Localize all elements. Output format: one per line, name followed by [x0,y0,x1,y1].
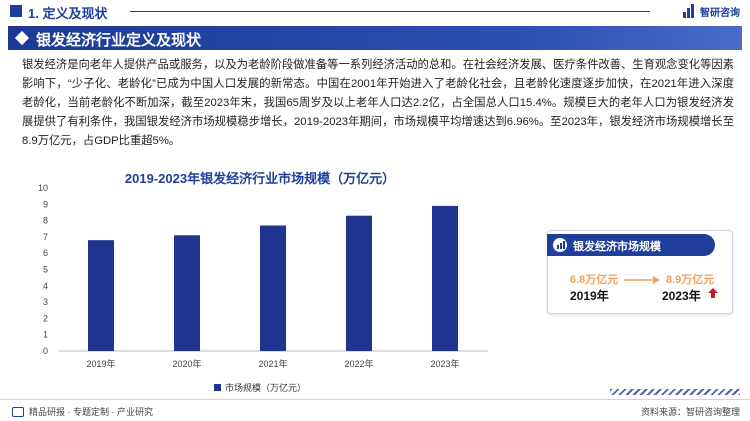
from-year: 2019年 [570,289,609,303]
page-banner: 银发经济行业定义及现状 [8,26,742,50]
header-divider [130,11,650,12]
x-tick-label: 2019年 [86,358,115,369]
card-header: 银发经济市场规模 [547,234,715,256]
y-tick-label: 4 [43,281,48,291]
legend-label: 市场规模（万亿元） [225,383,307,393]
section-square-icon [10,5,22,17]
footer-divider [0,399,750,400]
bar-chart: 0 1 2 3 4 5 6 7 8 9 10 2019年 2020年 2021年 2022年 2023年 [38,183,488,369]
y-tick-label: 6 [43,248,48,258]
bar-2021年 [260,225,286,351]
y-tick-label: 9 [43,199,48,209]
diamond-icon [14,30,30,46]
to-year: 2023年 [662,289,701,303]
decorative-hatch [610,389,740,395]
chart-icon [553,238,567,252]
y-tick-label: 8 [43,216,48,226]
top-bar: 1. 定义及现状 智研咨询 [0,0,750,22]
market-size-card: 银发经济市场规模 6.8万亿元 2019年 8.9万亿元 2023年 [547,230,733,314]
report-icon [12,406,24,417]
up-arrow-icon [708,288,718,298]
x-tick-label: 2021年 [258,358,287,369]
bar-2020年 [174,235,200,351]
from-value: 6.8万亿元 [570,274,619,286]
page-title: 银发经济行业定义及现状 [36,32,202,49]
chart-legend: 市场规模（万亿元） [214,381,306,394]
bar-2019年 [88,240,114,351]
bar-2023年 [432,205,458,351]
y-tick-label: 2 [43,313,48,323]
y-tick-label: 10 [38,183,48,193]
bar-2022年 [346,215,372,351]
y-tick-label: 7 [43,232,48,242]
y-tick-label: 0 [43,346,48,356]
x-tick-label: 2023年 [430,358,459,369]
chart-title: 2019-2023年银发经济行业市场规模（万亿元） [124,171,396,186]
card-title: 银发经济市场规模 [573,241,661,253]
section-title: 1. 定义及现状 [28,6,108,21]
y-tick-label: 1 [43,330,48,340]
legend-swatch [214,384,221,391]
logo-bars-icon [683,4,697,18]
body-paragraph: 银发经济是向老年人提供产品或服务，以及为老龄阶段做准备等一系列经济活动的总和。在… [22,59,734,147]
to-value: 8.9万亿元 [666,274,715,286]
brand-logo: 智研咨询 [683,2,740,20]
arrow-right-icon [624,276,660,284]
y-tick-label: 5 [43,265,48,275]
x-tick-label: 2022年 [344,358,373,369]
source-text: 资料来源：智研咨询整理 [640,407,740,417]
footer-left-text: 精品研报 · 专题定制 · 产业研究 [29,407,153,417]
footer: 精品研报 · 专题定制 · 产业研究 资料来源：智研咨询整理 [0,389,750,421]
logo-text: 智研咨询 [700,7,740,19]
x-tick-label: 2020年 [172,358,201,369]
footer-tagline: 精品研报 · 专题定制 · 产业研究 [12,405,153,418]
y-tick-label: 3 [43,297,48,307]
